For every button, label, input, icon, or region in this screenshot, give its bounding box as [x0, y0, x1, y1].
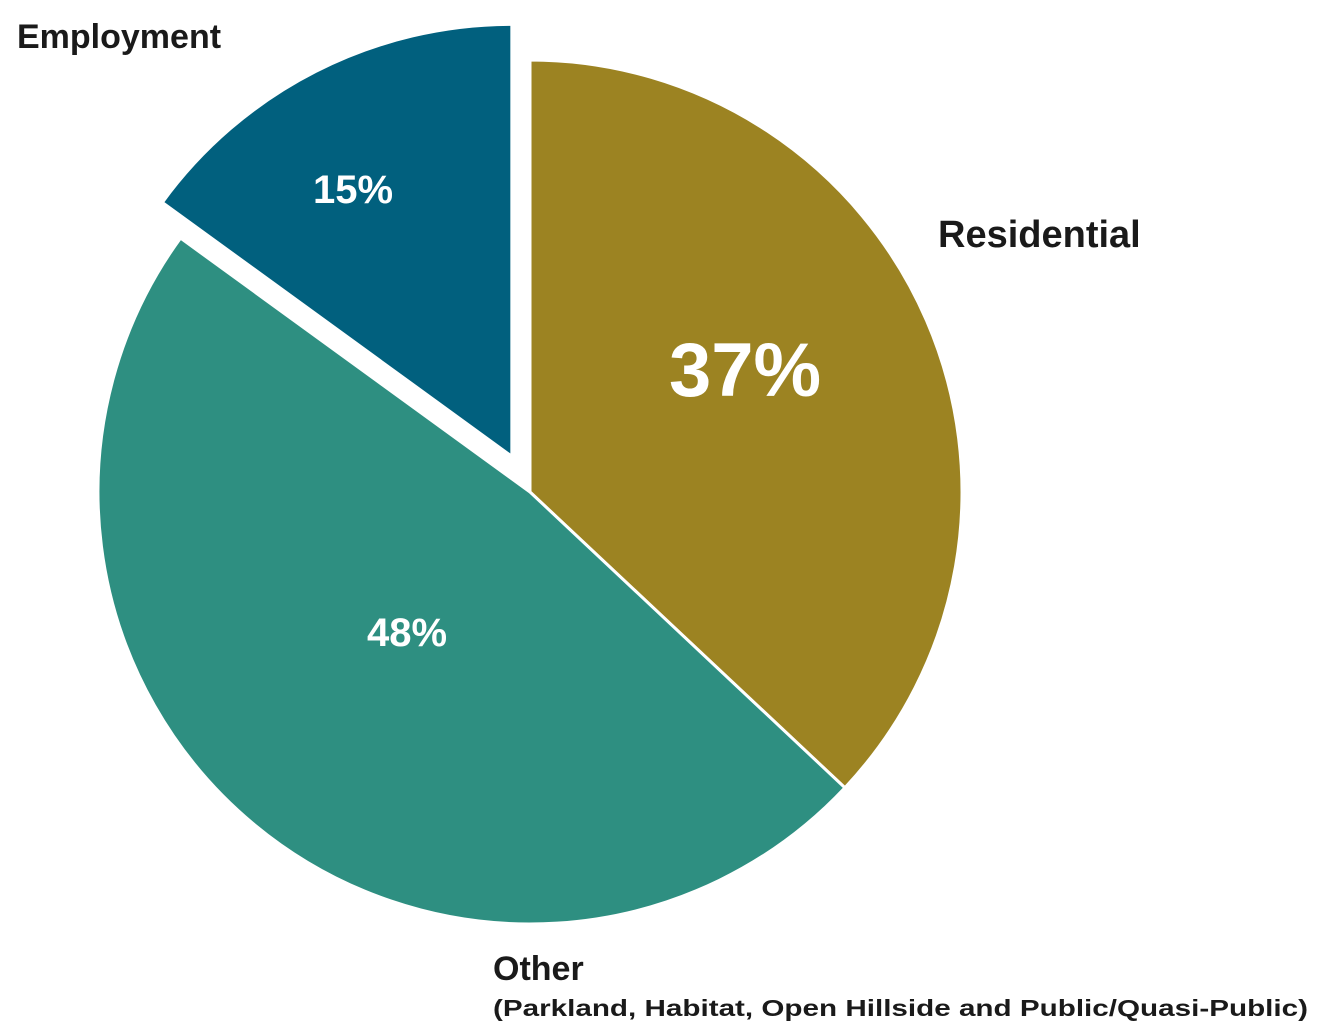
- category-labels: Residential Other (Parkland, Habitat, Open…: [17, 18, 1308, 1021]
- slice-category-label-other: Other: [493, 950, 584, 988]
- pie-slice-other: [96, 236, 847, 926]
- pie-slice-employment: [160, 22, 514, 458]
- slice-category-label-residential: Residential: [938, 214, 1141, 256]
- slice-value-label-employment: 15%: [313, 168, 393, 212]
- slice-category-sublabel-other: (Parkland, Habitat, Open Hillside and Pu…: [493, 995, 1308, 1021]
- slice-value-label-other: 48%: [367, 611, 447, 655]
- percentage-labels: 37% 48% 15%: [313, 168, 821, 655]
- slice-value-label-residential: 37%: [669, 328, 821, 413]
- pie-slice-residential: [528, 58, 964, 790]
- slice-category-label-employment: Employment: [17, 18, 221, 56]
- pie-slices: [96, 22, 964, 926]
